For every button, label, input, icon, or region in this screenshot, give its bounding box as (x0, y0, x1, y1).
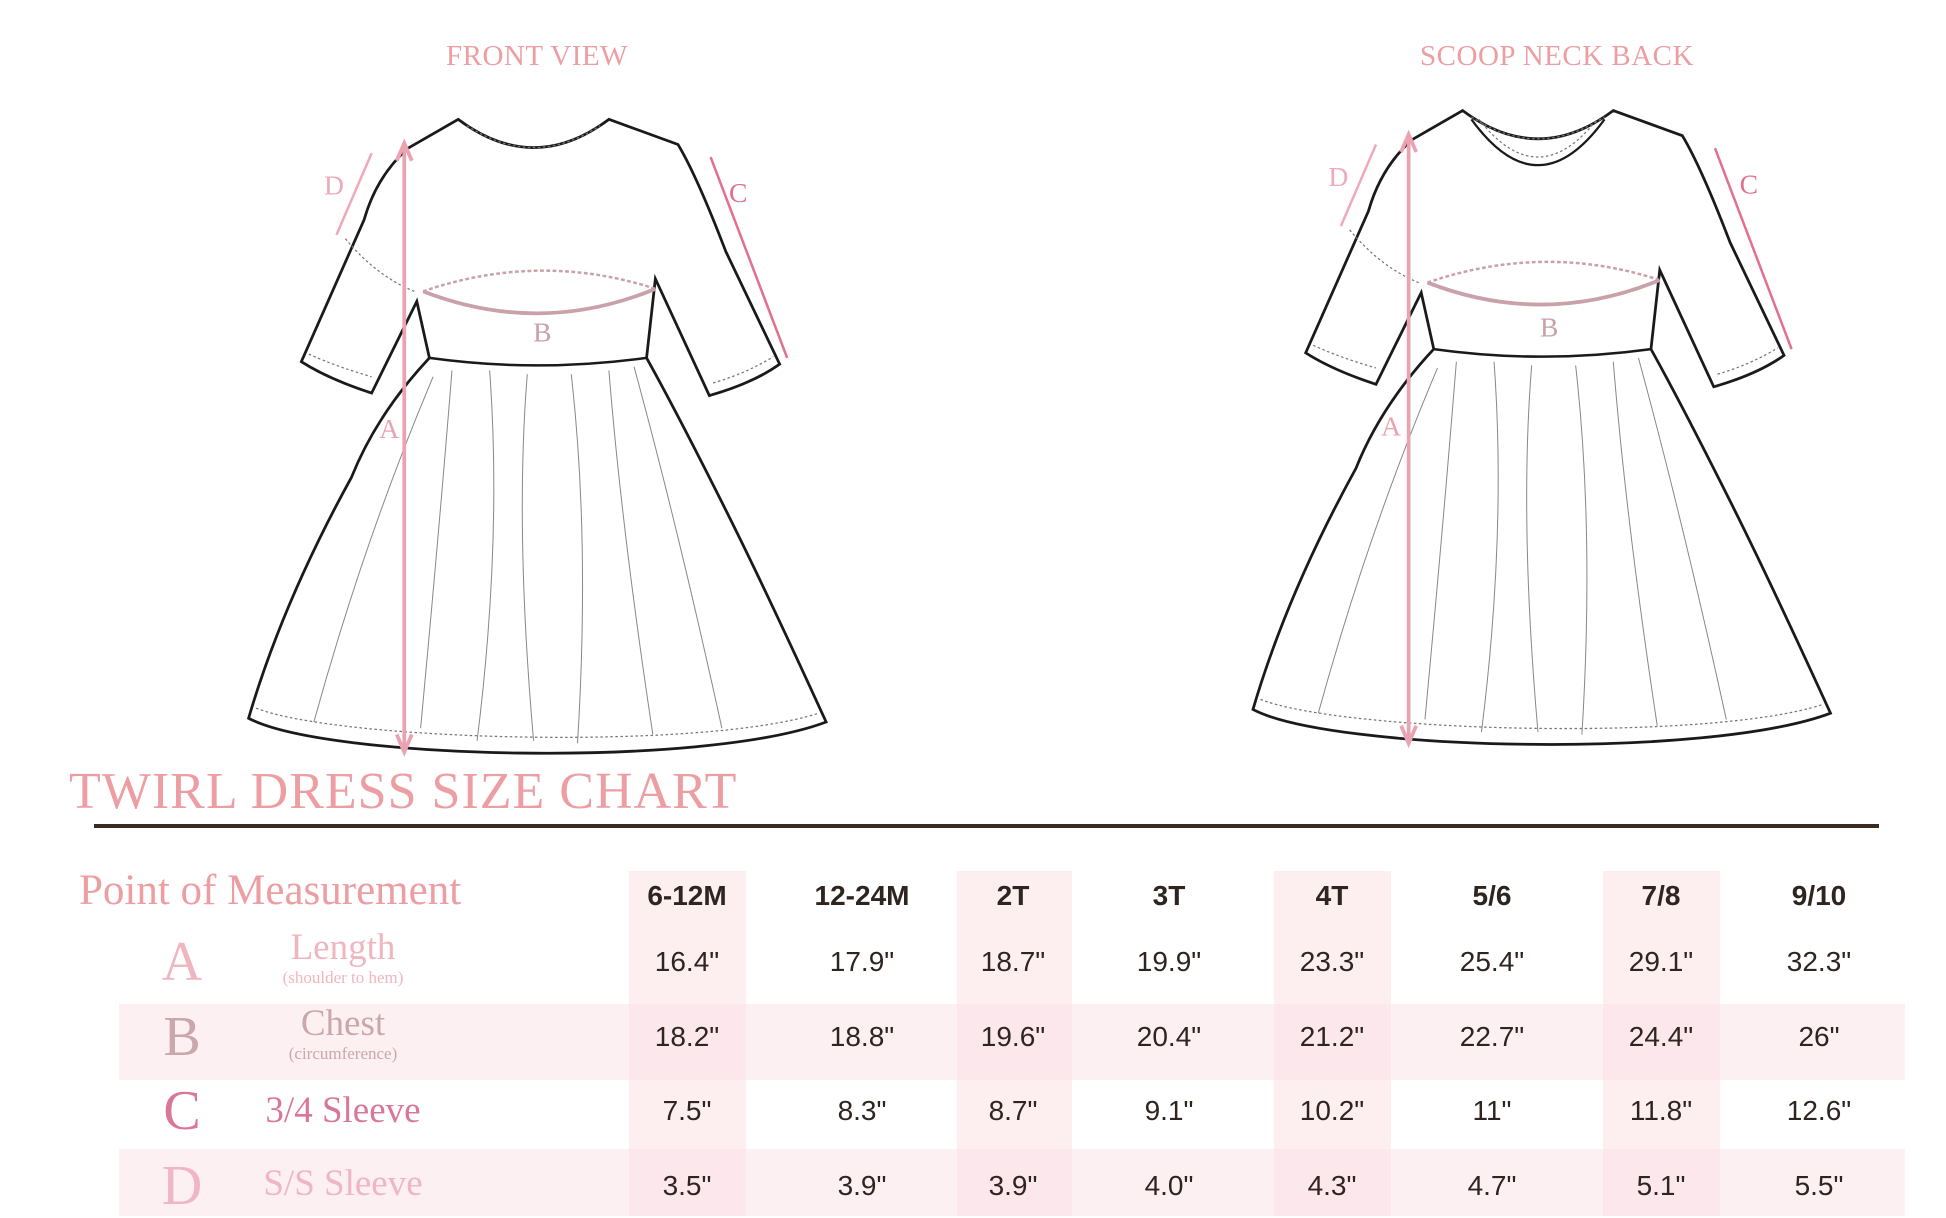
table-cell: 18.7" (980, 946, 1046, 977)
row-band (119, 1004, 1905, 1080)
table-cell: 18.2" (654, 1021, 720, 1052)
front-view-title: FRONT VIEW (446, 40, 628, 72)
sublabel: (shoulder to hem) (282, 968, 404, 987)
row-label-chest: Chest (circumference) (289, 1004, 398, 1064)
table-cell: 16.4" (654, 946, 720, 977)
label-a-front: A (379, 413, 399, 444)
table-cell: 8.7" (988, 1095, 1038, 1126)
table-cell: 11" (1472, 1095, 1512, 1126)
size-header: 2T (996, 880, 1030, 911)
page-title: TWIRL DRESS SIZE CHART (69, 763, 738, 820)
table-cell: 3.9" (837, 1170, 887, 1201)
table-cell: 11.8" (1629, 1095, 1693, 1126)
row-letter-b: B (163, 1006, 201, 1068)
table-cell: 5.1" (1636, 1170, 1686, 1201)
size-header: 3T (1152, 880, 1186, 911)
label-b-front: B (533, 317, 551, 348)
row-letter-a: A (161, 931, 203, 993)
row-label-length: Length (shoulder to hem) (283, 928, 404, 988)
table-cell: 4.0" (1144, 1170, 1194, 1201)
table-cell: 5.5" (1794, 1170, 1844, 1201)
table-cell: 12.6" (1786, 1095, 1852, 1126)
size-header: 12-24M (814, 880, 910, 911)
table-cell: 17.9" (829, 946, 895, 977)
table-cell: 19.6" (980, 1021, 1046, 1052)
label: Length (290, 927, 396, 968)
label-a-back: A (1381, 411, 1401, 442)
back-dress-illustration (1251, 108, 1833, 747)
size-header: 6-12M (647, 880, 727, 911)
table-cell: 32.3" (1786, 946, 1852, 977)
table-cell: 10.2" (1299, 1095, 1365, 1126)
table-cell: 8.3" (837, 1095, 887, 1126)
sublabel: (circumference) (288, 1044, 398, 1063)
table-cell: 9.1" (1144, 1095, 1194, 1126)
point-of-measurement-header: Point of Measurement (79, 867, 462, 914)
table-cell: 4.3" (1307, 1170, 1357, 1201)
row-letter-c: C (163, 1080, 201, 1142)
label: S/S Sleeve (263, 1163, 423, 1204)
row-label-three-quarter-sleeve: 3/4 Sleeve (265, 1091, 420, 1131)
table-cell: 24.4" (1628, 1021, 1694, 1052)
table-cell: 23.3" (1299, 946, 1365, 977)
table-cell: 29.1" (1628, 946, 1694, 977)
table-cell: 18.8" (829, 1021, 895, 1052)
table-cell: 3.9" (988, 1170, 1038, 1201)
divider (94, 824, 1879, 828)
row-label-short-sleeve: S/S Sleeve (263, 1164, 422, 1204)
table-cell: 21.2" (1299, 1021, 1365, 1052)
label-c-front: C (729, 177, 747, 208)
table-cell: 7.5" (662, 1095, 712, 1126)
label-d-back: D (1328, 161, 1348, 192)
dress-diagrams: D C B A D C B A (246, 108, 1833, 756)
table-cell: 3.5" (662, 1170, 712, 1201)
label: 3/4 Sleeve (265, 1090, 421, 1131)
table-cell: 26" (1798, 1021, 1840, 1052)
front-dress-illustration (246, 117, 828, 756)
table-cell: 19.9" (1136, 946, 1202, 977)
label-c-back: C (1740, 168, 1758, 199)
table-cell: 20.4" (1136, 1021, 1202, 1052)
row-letter-d: D (161, 1155, 203, 1217)
table-cell: 25.4" (1459, 946, 1525, 977)
size-header: 7/8 (1641, 880, 1681, 911)
label-b-back: B (1540, 312, 1558, 343)
label: Chest (300, 1003, 386, 1044)
size-header: 4T (1315, 880, 1349, 911)
label-d-front: D (324, 170, 344, 201)
back-view-title: SCOOP NECK BACK (1420, 40, 1694, 72)
size-header: 5/6 (1472, 880, 1512, 911)
row-band (119, 1149, 1905, 1216)
table-cell: 22.7" (1459, 1021, 1525, 1052)
table-cell: 4.7" (1467, 1170, 1517, 1201)
size-header: 9/10 (1791, 880, 1847, 911)
